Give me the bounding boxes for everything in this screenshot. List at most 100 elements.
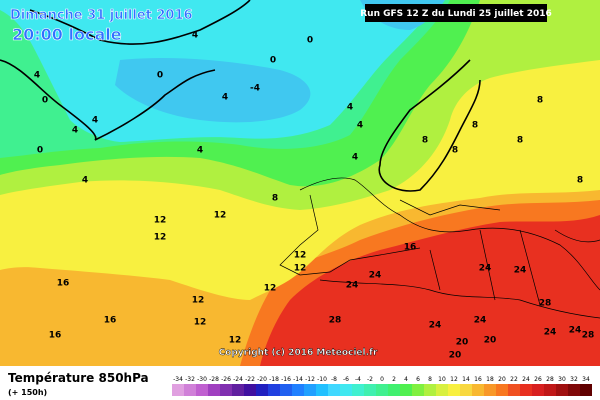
contour-label: 24 — [514, 266, 527, 276]
scale-label: 8 — [428, 376, 432, 383]
scale-label: 30 — [558, 376, 566, 383]
coastlines — [0, 0, 481, 192]
scale-label: 4 — [404, 376, 408, 383]
scale-swatch — [280, 384, 292, 396]
contour-label: 0 — [270, 56, 276, 66]
contour-label: 24 — [474, 316, 487, 326]
scale-swatch — [232, 384, 244, 396]
scale-label: -20 — [257, 376, 267, 383]
contour-label: 20 — [449, 351, 462, 361]
scale-swatch — [532, 384, 544, 396]
contour-label: 4 — [222, 93, 228, 103]
scale-swatch — [208, 384, 220, 396]
scale-label: 26 — [534, 376, 542, 383]
scale-swatch — [460, 384, 472, 396]
contour-label: 0 — [42, 96, 48, 106]
scale-label: -32 — [185, 376, 195, 383]
legend-title: Température 850hPa — [8, 371, 149, 385]
scale-label: -6 — [343, 376, 349, 383]
contour-label: 28 — [329, 316, 342, 326]
scale-label: 0 — [380, 376, 384, 383]
scale-swatch — [400, 384, 412, 396]
contour-label: 8 — [577, 176, 583, 186]
contour-label: 4 — [197, 146, 203, 156]
contour-label: 24 — [544, 328, 557, 338]
scale-label: 14 — [462, 376, 470, 383]
scale-label: -2 — [367, 376, 373, 383]
contour-label: 12 — [294, 264, 307, 274]
contour-label: 12 — [294, 251, 307, 261]
color-scale: -34 -32 -30 -28 -26 -24 -22 -20 -18 -16 -14 -12 -10-… — [172, 376, 592, 396]
scale-label: -4 — [355, 376, 361, 383]
scale-swatch — [484, 384, 496, 396]
scale-swatch — [352, 384, 364, 396]
legend-lead: (+ 150h) — [8, 388, 47, 397]
scale-swatch — [472, 384, 484, 396]
contour-label: 16 — [49, 331, 62, 341]
contour-label: 16 — [404, 243, 417, 253]
contour-label: 20 — [456, 338, 469, 348]
contour-label: 4 — [352, 153, 358, 163]
scale-swatch — [520, 384, 532, 396]
borders — [279, 177, 600, 319]
contour-label: 8 — [452, 146, 458, 156]
run-info: Run GFS 12 Z du Lundi 25 juillet 2016 — [360, 9, 552, 19]
scale-swatch — [292, 384, 304, 396]
forecast-date: Dimanche 31 juillet 2016 — [10, 8, 193, 23]
scale-swatch — [412, 384, 424, 396]
contour-label: 4 — [347, 103, 353, 113]
scale-swatch — [220, 384, 232, 396]
contour-label: 8 — [517, 136, 523, 146]
scale-label: 24 — [522, 376, 530, 383]
scale-label: 2 — [392, 376, 396, 383]
contour-label: 12 — [192, 296, 205, 306]
scale-swatch — [184, 384, 196, 396]
scale-swatch — [436, 384, 448, 396]
scale-label: -30 — [197, 376, 207, 383]
scale-label: -10 — [317, 376, 327, 383]
scale-label: 20 — [498, 376, 506, 383]
contour-label: 24 — [346, 281, 359, 291]
contour-label: 4 — [82, 176, 88, 186]
run-banner — [365, 4, 547, 22]
scale-swatch — [388, 384, 400, 396]
scale-label: 28 — [546, 376, 554, 383]
scale-label: 6 — [416, 376, 420, 383]
contour-label: 4 — [34, 71, 40, 81]
scale-label: 32 — [570, 376, 578, 383]
scale-label: -16 — [281, 376, 291, 383]
forecast-time: 20:00 locale — [12, 25, 122, 44]
contour-label: 24 — [369, 271, 382, 281]
scale-label: 12 — [450, 376, 458, 383]
scale-label: -14 — [293, 376, 303, 383]
contour-label: 12 — [214, 211, 227, 221]
contour-label: 28 — [582, 331, 595, 341]
scale-swatch — [304, 384, 316, 396]
scale-swatch — [364, 384, 376, 396]
contour-label: 8 — [472, 121, 478, 131]
scale-label: -24 — [233, 376, 243, 383]
scale-label: -26 — [221, 376, 231, 383]
scale-label: -22 — [245, 376, 255, 383]
contour-label: 12 — [154, 216, 167, 226]
scale-label: -18 — [269, 376, 279, 383]
contour-label: 4 — [92, 116, 98, 126]
scale-label: -28 — [209, 376, 219, 383]
temperature-field — [0, 0, 600, 366]
scale-label: 18 — [486, 376, 494, 383]
scale-label: 10 — [438, 376, 446, 383]
scale-swatch — [196, 384, 208, 396]
contour-label: 16 — [104, 316, 117, 326]
contour-label: 4 — [357, 121, 363, 131]
scale-swatch — [256, 384, 268, 396]
contour-label: 16 — [57, 279, 70, 289]
scale-label: -8 — [331, 376, 337, 383]
scale-label: -34 — [173, 376, 183, 383]
contour-label: 0 — [157, 71, 163, 81]
scale-swatch — [580, 384, 592, 396]
contour-label: 0 — [307, 36, 313, 46]
scale-swatch — [556, 384, 568, 396]
scale-swatch — [496, 384, 508, 396]
scale-swatch — [448, 384, 460, 396]
